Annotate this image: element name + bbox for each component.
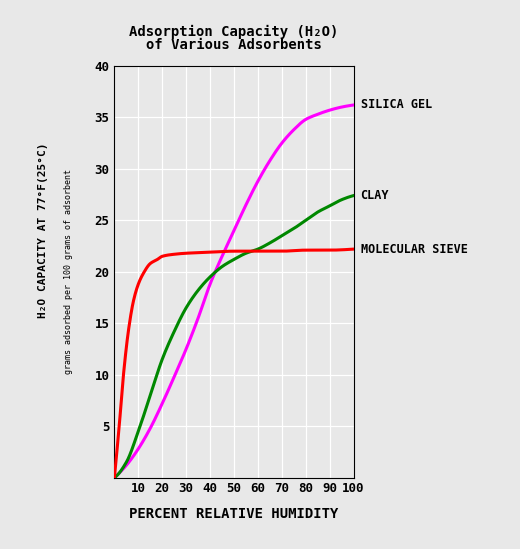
Text: SILICA GEL: SILICA GEL: [360, 98, 432, 111]
Text: of Various Adsorbents: of Various Adsorbents: [146, 38, 322, 53]
Text: Adsorption Capacity (H₂O): Adsorption Capacity (H₂O): [129, 25, 339, 39]
Text: grams adsorbed per 100 grams of adsorbent: grams adsorbed per 100 grams of adsorben…: [64, 169, 73, 374]
X-axis label: PERCENT RELATIVE HUMIDITY: PERCENT RELATIVE HUMIDITY: [129, 507, 339, 520]
Text: MOLECULAR SIEVE: MOLECULAR SIEVE: [360, 243, 467, 256]
Text: H₂O CAPACITY AT 77°F(25°C): H₂O CAPACITY AT 77°F(25°C): [37, 143, 48, 318]
Text: CLAY: CLAY: [360, 189, 389, 202]
